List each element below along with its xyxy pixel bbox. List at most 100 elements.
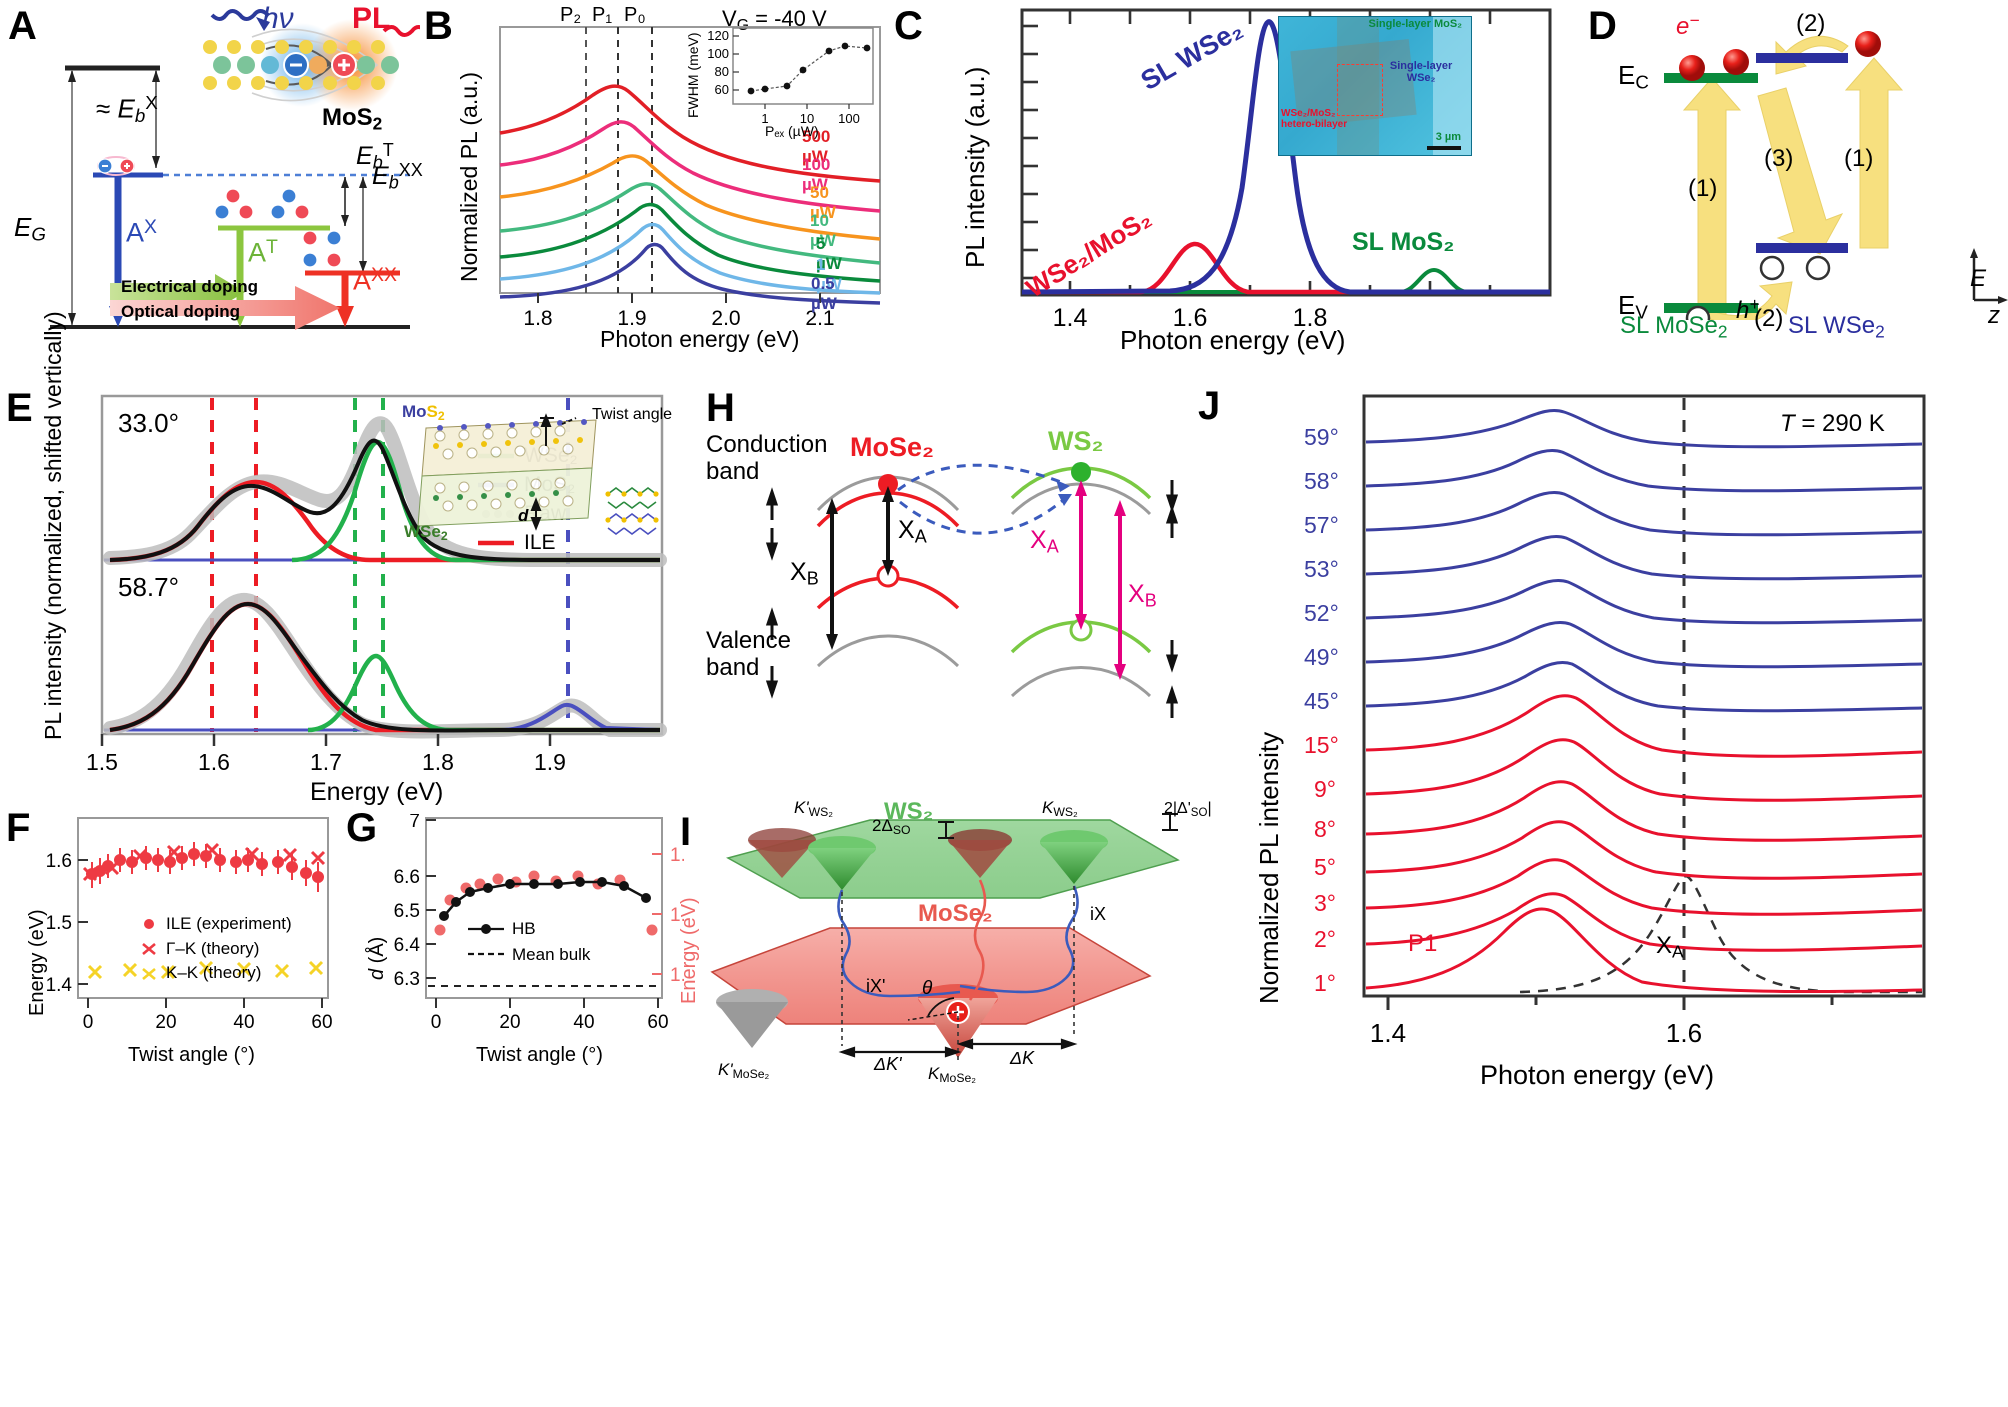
- panel-a-label: A: [8, 4, 37, 48]
- panel-f-xlabel: Twist angle (°): [128, 1044, 255, 1066]
- panel-b-xtick-1: 1.9: [617, 307, 646, 330]
- legend-item-ile: ILE: [478, 529, 578, 558]
- svg-text:10: 10: [800, 111, 814, 126]
- panel-d-left-material: SL MoSe2: [1620, 312, 1728, 342]
- panel-a-material-label: MoS2: [322, 104, 383, 134]
- angle-label-9: 8°: [1314, 816, 1336, 842]
- panel-a-hv-label: hν: [262, 2, 294, 35]
- panel-b-label: B: [424, 4, 453, 48]
- panel-i-theta-label: θ: [922, 978, 933, 999]
- panel-a-optical-doping-label: Optical doping: [121, 302, 240, 321]
- panel-d-right-material: SL WSe2: [1788, 312, 1885, 342]
- panel-c-xtick-0: 1.4: [1053, 304, 1088, 328]
- panel-i-kmose2-prime-label: K'MoSe₂: [718, 1060, 770, 1082]
- panel-i-iXprime-label: iX': [866, 976, 886, 996]
- panel-h-XB-label-ws2: XB: [1128, 580, 1157, 611]
- panel-b-xtick-3: 2.1: [805, 307, 834, 330]
- panel-d-EC-label: EC: [1618, 60, 1649, 93]
- panel-a-EbT-label: EbT: [356, 140, 394, 173]
- panel-h-material-mose2: MoSe₂: [850, 432, 935, 462]
- panel-c-inset: Single-layer MoS₂ Single-layer WSe₂ WSe₂…: [1278, 16, 1472, 156]
- panel-i-label: I: [680, 810, 692, 854]
- svg-text:60: 60: [715, 82, 729, 97]
- panel-a: A: [0, 0, 423, 350]
- panel-j-ylabel: Normalized PL intensity: [1254, 731, 1284, 1004]
- legend-label-kk-theory: K–K (theory): [166, 963, 262, 983]
- panel-j-xtick-0: 1.4: [1370, 1018, 1406, 1048]
- panel-i-mose2-label: MoSe₂: [918, 900, 993, 927]
- panel-e-inset-label-d: d: [518, 506, 529, 525]
- panel-f-label: F: [6, 806, 31, 850]
- panel-f-xtick-0: 0: [83, 1012, 94, 1033]
- panel-b-xtick-0: 1.8: [523, 307, 552, 330]
- panel-h-XA-label-ws2: XA: [1030, 526, 1059, 557]
- panel-d-axis-E: E: [1970, 265, 1987, 292]
- panel-d-step-2-bottom: (2): [1754, 305, 1784, 332]
- power-label-2: 50 µW: [810, 183, 836, 222]
- panel-j-xtick-1: 1.6: [1666, 1018, 1702, 1048]
- panel-a-AXX-label: AXX: [353, 264, 397, 296]
- panel-j: J Normalized PL intensity: [1190, 380, 2008, 1407]
- power-label-4: 5 µW: [816, 234, 842, 273]
- panel-e-xlabel: Energy (eV): [310, 778, 444, 806]
- panel-i-ws2-label: WS₂: [884, 798, 934, 825]
- panel-i-delta-so-label: 2ΔSO: [872, 816, 911, 838]
- panel-j-xa-label: XA: [1656, 932, 1684, 962]
- panel-b-inset: FWHM (meV) 120 100 80 60 1 10 100: [685, 26, 885, 139]
- angle-label-4: 52°: [1304, 600, 1339, 626]
- panel-e: E PL intensity (normalized, shifted vert…: [0, 311, 700, 806]
- panel-g-xlabel: Twist angle (°): [476, 1044, 603, 1066]
- panel-g-label: G: [346, 806, 378, 850]
- panel-e-inset-lattice: [417, 413, 659, 535]
- panel-i-deltaKprime-label: ΔK': [874, 1054, 902, 1074]
- panel-c-xtick-1: 1.6: [1173, 304, 1208, 328]
- panel-j-temperature-label: T = 290 K: [1780, 410, 1885, 437]
- panel-g-ytick-left-63: 6.3: [394, 969, 420, 990]
- panel-h-label: H: [706, 386, 735, 430]
- panel-i-diagram: [710, 813, 1180, 1060]
- panel-e-xtick-1: 1.6: [198, 749, 230, 775]
- panel-d-electron-label: e−: [1676, 10, 1700, 40]
- panel-c-ylabel: PL intensity (a.u.): [960, 66, 990, 268]
- panel-c-curve-label-mos2: SL MoS₂: [1352, 228, 1455, 256]
- panel-c-inset-scalebar: [1427, 146, 1461, 150]
- panel-d-diagram: [1664, 31, 2008, 320]
- legend-label-gk-theory: Γ–K (theory): [166, 938, 260, 958]
- panel-i-deltaK-label: ΔK: [1010, 1048, 1035, 1068]
- panel-h-XB-label-mose2: XB: [790, 558, 819, 589]
- panel-b-plot: 1.8 1.9 2.0 2.1: [499, 26, 881, 330]
- panel-a-EbX-label: ≈ EbX: [96, 92, 158, 127]
- panel-g-ytick-right-160: 1.60: [670, 905, 684, 926]
- angle-label-6: 45°: [1304, 688, 1339, 714]
- panel-e-inset: MoS2 WSe2 Twist angle d: [396, 402, 686, 562]
- legend-marker-cross-yellow: [142, 967, 156, 980]
- legend-item-ile-exp: ILE (experiment): [140, 912, 292, 937]
- panel-g-plot: 7 6.6 6.5 6.4 6.3 1.65 1.60 1.55 0 20 40…: [394, 814, 684, 1033]
- angle-label-12: 2°: [1314, 926, 1336, 952]
- panel-e-label: E: [6, 386, 33, 430]
- panel-c-inset-label-hetero: WSe₂/MoS₂ hetero-bilayer: [1281, 108, 1348, 130]
- power-label-0: 500 µW: [802, 127, 831, 166]
- panel-i-kmose2-label: KMoSe₂: [928, 1064, 977, 1086]
- panel-j-plot: 1.4 1.6: [1362, 394, 1926, 1048]
- panel-e-plot: 1.5 1.6 1.7 1.8 1.9: [86, 394, 667, 775]
- power-label-5: 1 µW: [816, 255, 842, 294]
- panel-a-pl-label: PL: [352, 2, 391, 35]
- panel-c-inset-label-mos2: Single-layer MoS₂: [1368, 18, 1463, 30]
- panel-a-diagram: [50, 9, 420, 330]
- panel-i-kws2-prime-label: K'WS₂: [794, 798, 834, 820]
- panel-d-hole-label: h+: [1736, 294, 1760, 324]
- panel-c-label: C: [894, 4, 923, 48]
- panel-b-inset-xlabel: Pₑₓ (µW): [765, 123, 819, 139]
- panel-a-AT-label: AT: [248, 236, 278, 268]
- panel-b-xlabel: Photon energy (eV): [600, 326, 800, 352]
- angle-label-5: 49°: [1304, 644, 1339, 670]
- panel-g-ytick-left-64: 6.4: [394, 935, 421, 956]
- panel-b: B Normalized PL (a.u.) VG = -40 V P₂ P₁ …: [420, 0, 890, 355]
- legend-label-ile: ILE: [524, 530, 556, 554]
- panel-d-axis-z: z: [1988, 302, 2000, 329]
- legend-marker-cross-red: [142, 942, 156, 955]
- angle-label-0: 59°: [1304, 424, 1339, 450]
- panel-i-iX-label: iX: [1090, 904, 1107, 924]
- legend-item-gk-theory: Γ–K (theory): [140, 937, 292, 962]
